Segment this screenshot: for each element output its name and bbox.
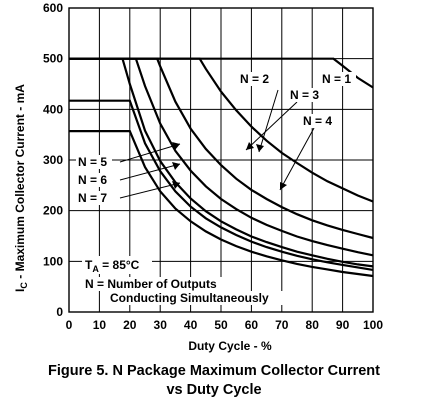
series-line-n7	[69, 130, 374, 278]
x-tick-label-0: 0	[66, 318, 73, 332]
series-curves	[69, 57, 374, 278]
x-tick-label-80: 80	[306, 318, 320, 332]
x-tick-label-50: 50	[214, 318, 228, 332]
label-n3: N = 3	[290, 88, 319, 102]
arrowhead-n5	[172, 142, 180, 150]
caption-line-1: Figure 5. N Package Maximum Collector Cu…	[48, 363, 380, 379]
annotations: N = 5 N = 6 N = 7 N = 2 N = 1 N = 3 N = …	[76, 72, 356, 305]
legend-line-2: Conducting Simultaneously	[110, 291, 269, 305]
y-tick-label-200: 200	[43, 204, 63, 218]
y-tick-label-400: 400	[43, 102, 63, 116]
arrow-n4	[279, 127, 315, 191]
x-tick-label-40: 40	[184, 318, 198, 332]
y-tick-label-100: 100	[43, 254, 63, 268]
axes: Duty Cycle - % IC - Maximum Collector Cu…	[13, 1, 383, 353]
x-tick-label-90: 90	[336, 318, 350, 332]
arrowhead-n7	[172, 181, 180, 189]
label-n2: N = 2	[240, 72, 269, 86]
label-n7: N = 7	[78, 191, 107, 205]
arrow-n3	[245, 101, 298, 151]
y-tick-label-600: 600	[43, 1, 63, 15]
series-line-n2	[69, 57, 374, 203]
legend-line-1: N = Number of Outputs	[85, 277, 217, 291]
series-line-n4	[69, 57, 374, 257]
y-tick-label-500: 500	[43, 52, 63, 66]
arrowhead-n2	[256, 144, 264, 152]
figure-caption: Figure 5. N Package Maximum Collector Cu…	[0, 362, 428, 400]
x-tick-label-10: 10	[93, 318, 107, 332]
x-tick-label-20: 20	[123, 318, 137, 332]
plot-frame	[68, 7, 374, 313]
arrowhead-n4	[280, 182, 287, 190]
temperature-note: TA = 85°C	[85, 258, 140, 274]
series-line-n1	[69, 57, 374, 89]
arrow-n7	[119, 182, 181, 199]
arrow-n5	[119, 143, 181, 163]
arrowhead-n3	[246, 142, 254, 150]
label-n5: N = 5	[78, 155, 107, 169]
y-tick-label-300: 300	[43, 153, 63, 167]
series-line-n3	[69, 57, 374, 240]
caption-line-2: vs Duty Cycle	[166, 382, 262, 398]
x-tick-label-100: 100	[363, 318, 383, 332]
label-n4: N = 4	[303, 114, 332, 128]
label-n1: N = 1	[322, 72, 351, 86]
x-tick-label-60: 60	[245, 318, 259, 332]
collector-current-chart: N = 5 N = 6 N = 7 N = 2 N = 1 N = 3 N = …	[13, 1, 383, 353]
x-axis-label: Duty Cycle - %	[188, 339, 272, 353]
arrow-n2	[258, 89, 279, 153]
label-n6: N = 6	[78, 173, 107, 187]
x-tick-label-70: 70	[275, 318, 289, 332]
y-axis-label: IC - Maximum Collector Current - mA	[13, 84, 29, 292]
x-tick-label-30: 30	[154, 318, 168, 332]
series-line-n5	[69, 57, 374, 268]
arrowhead-n6	[172, 162, 180, 170]
arrow-n6	[119, 163, 181, 181]
y-tick-label-0: 0	[56, 305, 63, 319]
series-line-n6	[69, 99, 374, 271]
